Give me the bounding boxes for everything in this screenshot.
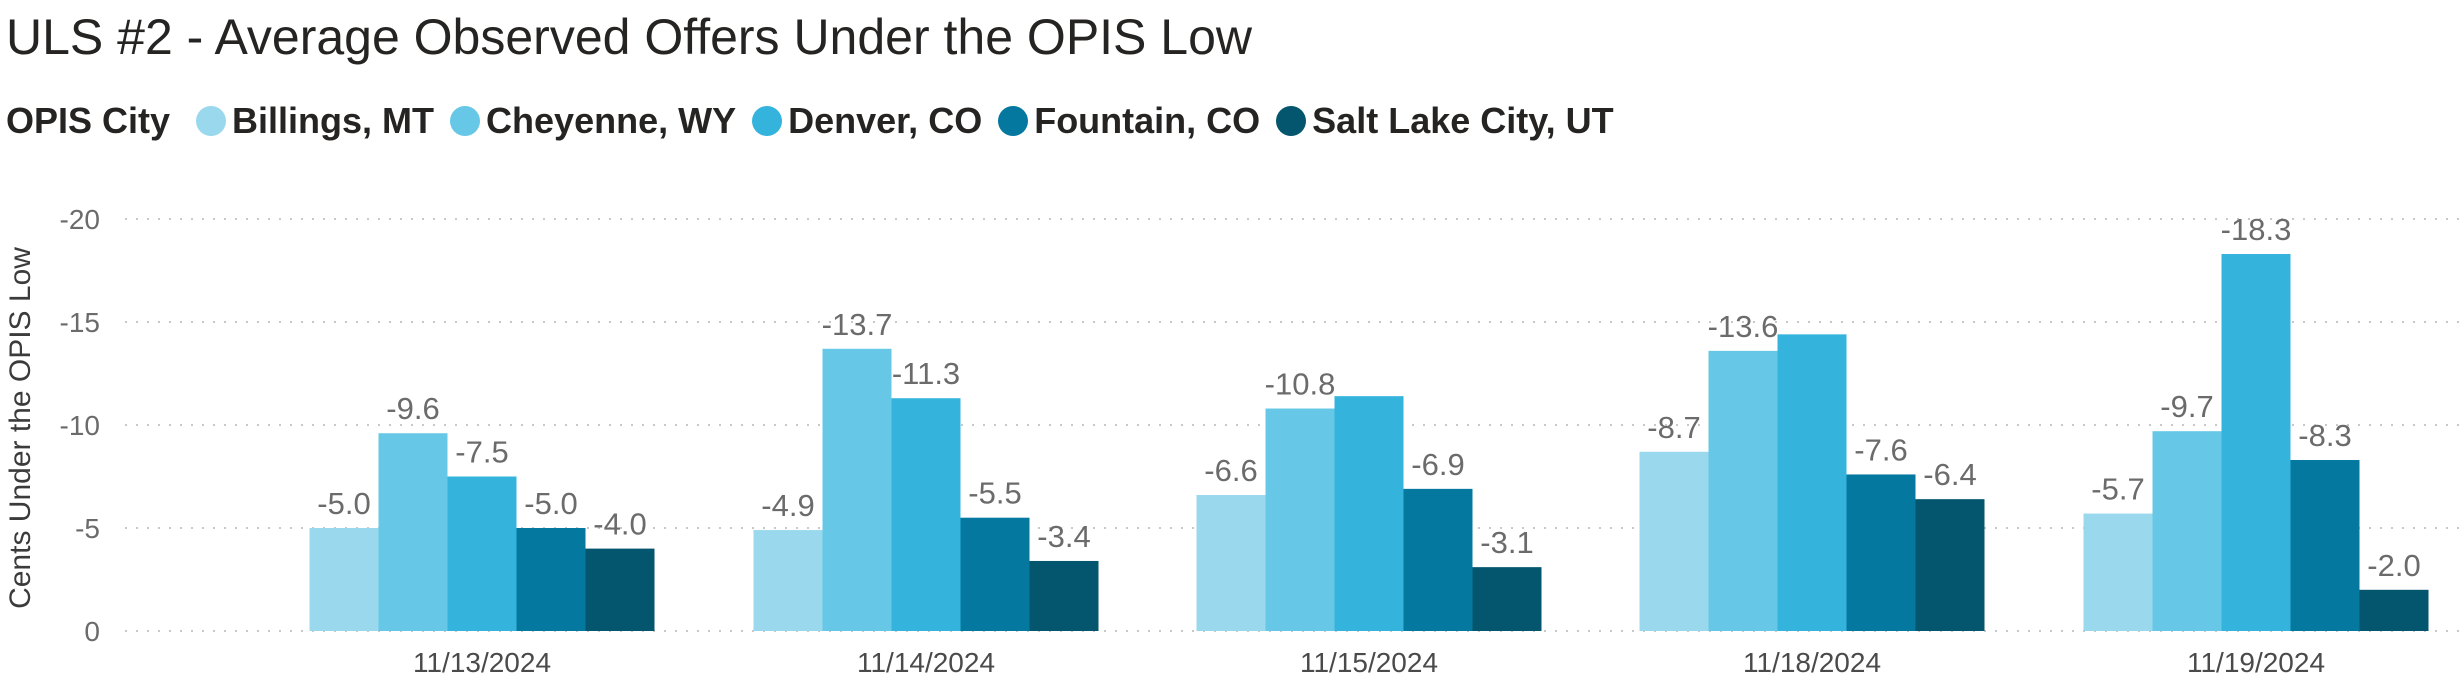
bar[interactable] bbox=[960, 517, 1030, 631]
bar[interactable] bbox=[1472, 567, 1542, 631]
data-label: -5.0 bbox=[317, 486, 370, 521]
x-tick-label: 11/14/2024 bbox=[857, 647, 995, 678]
bar[interactable] bbox=[309, 528, 379, 631]
y-tick-label: -15 bbox=[60, 307, 100, 338]
data-label: -18.3 bbox=[2221, 212, 2292, 247]
legend-dot-icon bbox=[1276, 106, 1307, 136]
bar[interactable] bbox=[753, 530, 823, 631]
data-label: -11.3 bbox=[892, 356, 960, 391]
data-label: -13.7 bbox=[822, 307, 893, 342]
legend-heading: OPIS City bbox=[6, 100, 171, 141]
x-tick-label: 11/13/2024 bbox=[413, 647, 551, 678]
chart-legend: OPIS City Billings, MT Cheyenne, WY Denv… bbox=[6, 100, 1630, 142]
bar[interactable] bbox=[891, 398, 961, 631]
bar[interactable] bbox=[585, 548, 655, 631]
data-label: -8.3 bbox=[2298, 418, 2351, 453]
data-label: -13.6 bbox=[1708, 309, 1779, 344]
bar[interactable] bbox=[1639, 451, 1709, 631]
legend-item-cheyenne[interactable]: Cheyenne, WY bbox=[450, 100, 736, 142]
data-label: -5.0 bbox=[524, 486, 577, 521]
data-label: -5.7 bbox=[2091, 472, 2144, 507]
bar[interactable] bbox=[1777, 334, 1847, 631]
bar[interactable] bbox=[1196, 495, 1266, 631]
legend-item-denver[interactable]: Denver, CO bbox=[752, 100, 982, 142]
bar[interactable] bbox=[516, 528, 586, 631]
bar[interactable] bbox=[822, 348, 892, 631]
data-label: -7.6 bbox=[1854, 432, 1907, 467]
legend-label: Cheyenne, WY bbox=[486, 100, 737, 141]
data-labels: -5.0 -9.6 -7.5 -5.0 -4.0 -4.9 -13.7 -11.3 -5.5 -3… bbox=[317, 212, 2420, 583]
bar[interactable] bbox=[1334, 396, 1404, 631]
data-label: -6.4 bbox=[1923, 457, 1976, 492]
legend-dot-icon bbox=[450, 106, 481, 136]
bar[interactable] bbox=[1846, 474, 1916, 631]
axes: -20 -15 -10 -5 0 11/13/2024 11/14/2024 11/15/20… bbox=[60, 204, 2326, 678]
data-label: -3.4 bbox=[1037, 519, 1090, 554]
bar[interactable] bbox=[1708, 350, 1778, 631]
bar[interactable] bbox=[1403, 488, 1473, 631]
bar[interactable] bbox=[1029, 560, 1099, 631]
y-tick-label: -20 bbox=[60, 204, 100, 235]
bar[interactable] bbox=[2083, 513, 2153, 631]
bar[interactable] bbox=[378, 433, 448, 631]
legend-item-billings[interactable]: Billings, MT bbox=[196, 100, 434, 142]
data-label: -4.0 bbox=[593, 507, 646, 542]
chart-title: ULS #2 - Average Observed Offers Under t… bbox=[6, 9, 1253, 65]
bar[interactable] bbox=[2152, 431, 2222, 631]
bar[interactable] bbox=[2221, 254, 2291, 631]
data-label: -2.0 bbox=[2367, 548, 2420, 583]
data-label: -8.7 bbox=[1647, 410, 1700, 445]
legend-label: Billings, MT bbox=[232, 100, 435, 141]
data-label: -6.6 bbox=[1204, 453, 1257, 488]
legend-label: Fountain, CO bbox=[1034, 100, 1261, 141]
bars bbox=[309, 254, 2429, 632]
bar[interactable] bbox=[1915, 499, 1985, 631]
y-axis-label: Cents Under the OPIS Low bbox=[4, 247, 37, 609]
legend-label: Salt Lake City, UT bbox=[1312, 100, 1614, 141]
bar[interactable] bbox=[447, 476, 517, 632]
data-label: -3.1 bbox=[1480, 525, 1533, 560]
data-label: -6.9 bbox=[1411, 447, 1464, 482]
legend-dot-icon bbox=[752, 106, 783, 136]
legend-label: Denver, CO bbox=[788, 100, 983, 141]
data-label: -7.5 bbox=[455, 435, 508, 470]
legend-dot-icon bbox=[196, 106, 227, 136]
legend-item-fountain[interactable]: Fountain, CO bbox=[998, 100, 1260, 142]
bar[interactable] bbox=[2359, 589, 2429, 631]
data-label: -4.9 bbox=[761, 488, 814, 523]
y-tick-label: 0 bbox=[84, 616, 100, 647]
data-label: -9.6 bbox=[386, 391, 439, 426]
y-tick-label: -10 bbox=[60, 410, 100, 441]
x-tick-label: 11/18/2024 bbox=[1743, 647, 1881, 678]
data-label: -10.8 bbox=[1265, 367, 1336, 402]
data-label: -5.5 bbox=[968, 476, 1021, 511]
y-tick-label: -5 bbox=[75, 513, 100, 544]
bar[interactable] bbox=[1265, 408, 1335, 631]
legend-item-salt-lake-city[interactable]: Salt Lake City, UT bbox=[1276, 100, 1614, 142]
legend-dot-icon bbox=[998, 106, 1029, 136]
x-tick-label: 11/15/2024 bbox=[1300, 647, 1438, 678]
data-label: -9.7 bbox=[2160, 389, 2213, 424]
x-tick-label: 11/19/2024 bbox=[2187, 647, 2325, 678]
bar[interactable] bbox=[2290, 460, 2360, 631]
